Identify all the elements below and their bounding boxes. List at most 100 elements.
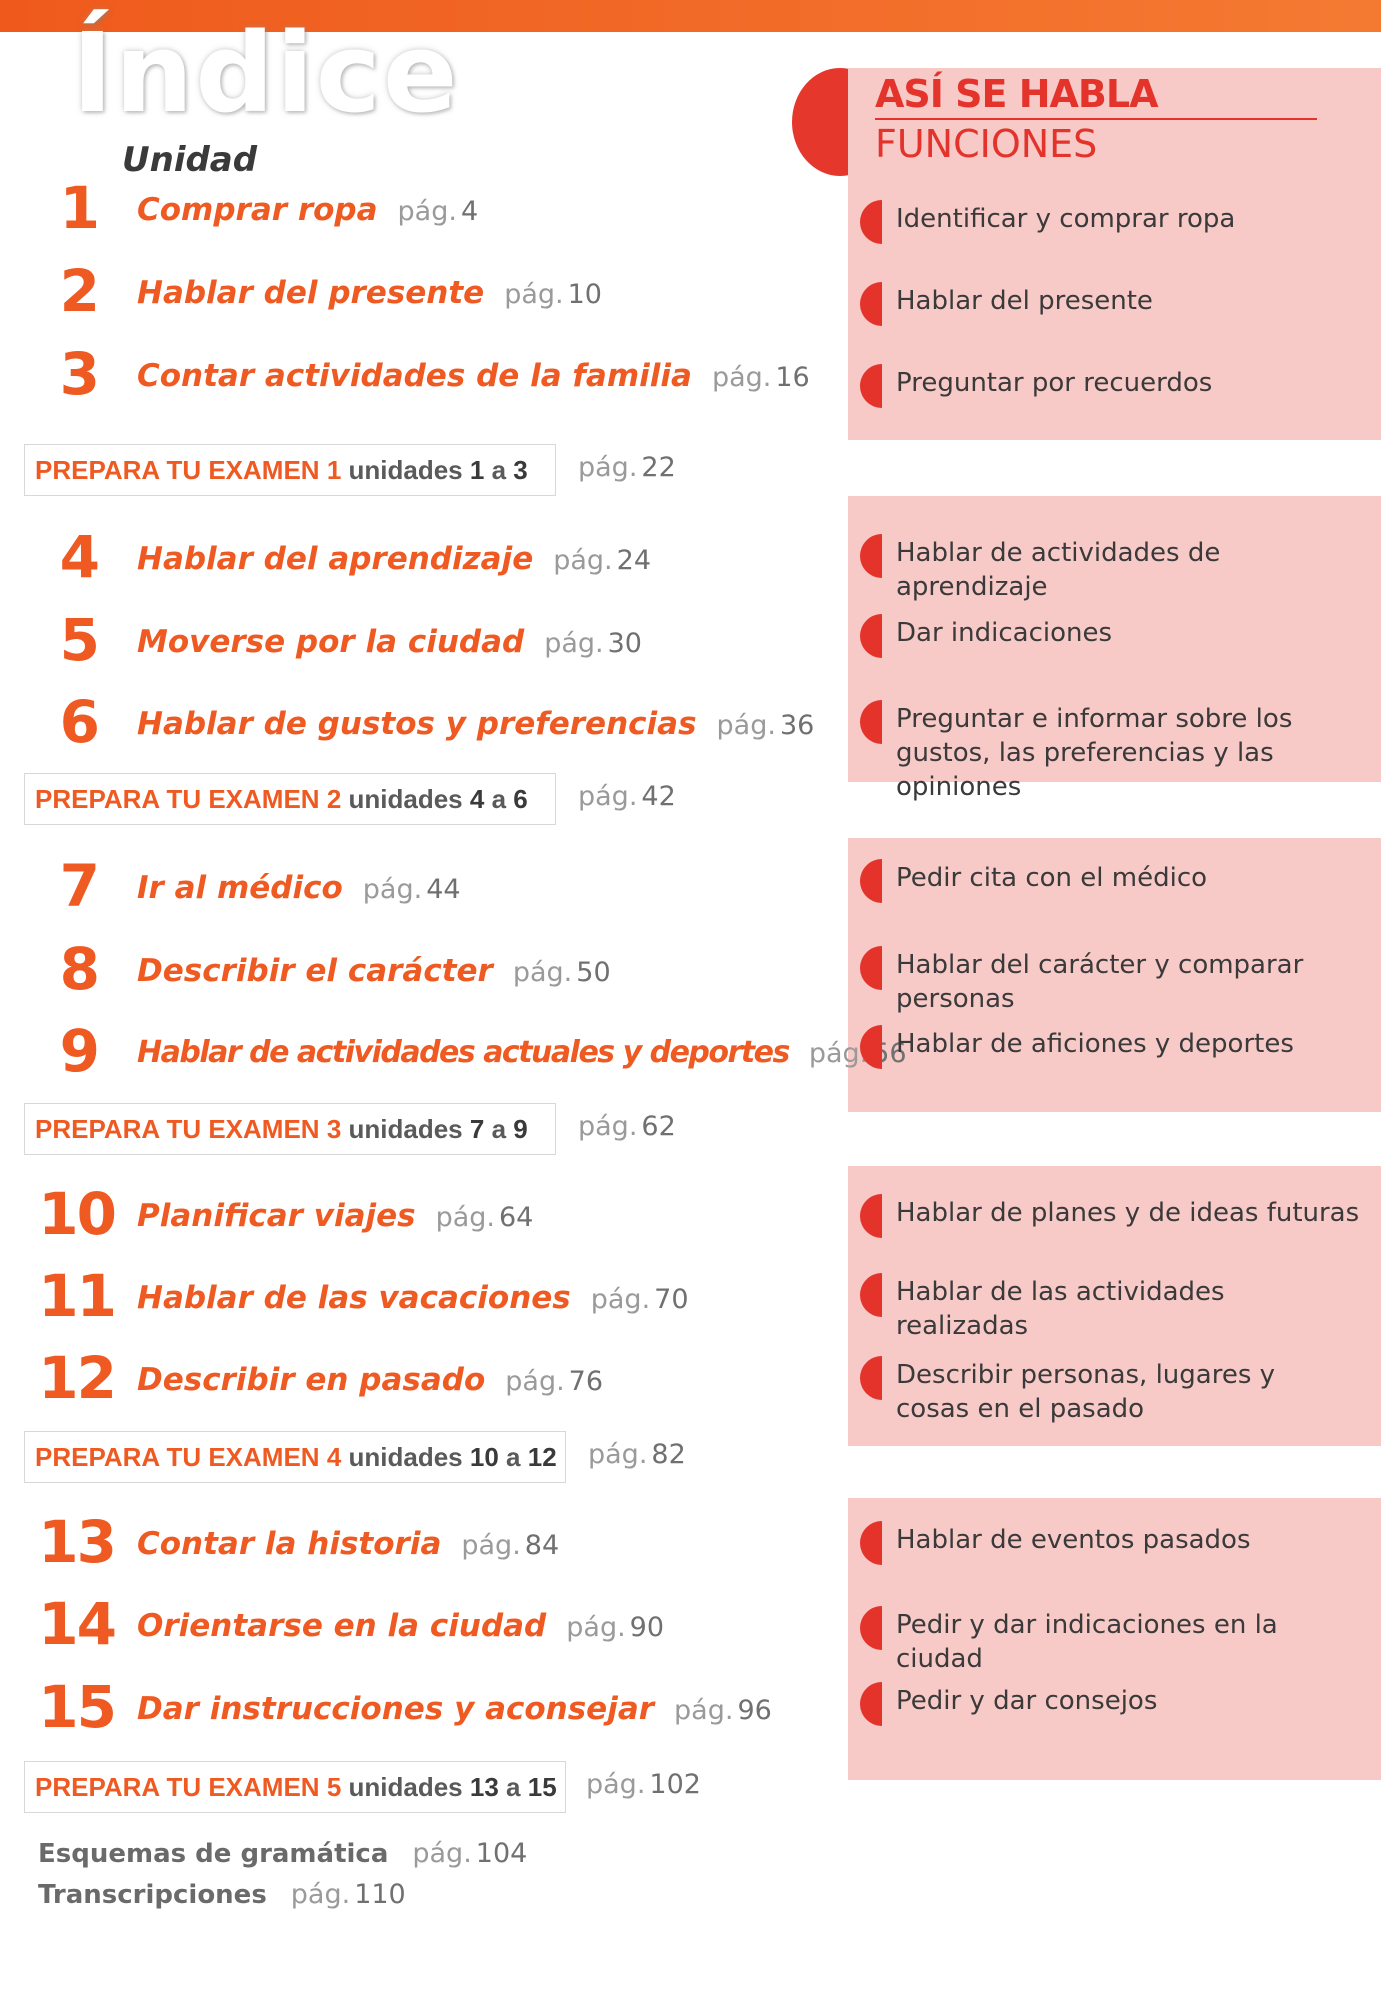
unit-title: Planificar viajes — [137, 1198, 416, 1234]
unit-title: Comprar ropa — [137, 192, 378, 228]
page-label: pág. — [808, 1038, 869, 1069]
unit-number: 15 — [38, 1673, 117, 1741]
unit-number: 12 — [38, 1344, 117, 1412]
unit-number: 5 — [59, 606, 100, 674]
exam-box[interactable]: PREPARA TU EXAMEN 1 unidades 1 a 3 — [24, 444, 556, 496]
functions-panel-5 — [848, 1498, 1381, 1780]
bullet-icon — [860, 364, 882, 408]
exam-a: a — [491, 784, 507, 814]
extra-item[interactable]: Esquemas de gramática pág. 104 — [38, 1838, 527, 1869]
exam-a: a — [491, 455, 507, 485]
exam-a: a — [506, 1772, 521, 1802]
functions-panel-3 — [848, 838, 1381, 1112]
exam-units-word: unidades — [348, 455, 463, 485]
function-text: Hablar de aficiones y deportes — [896, 1029, 1294, 1059]
unit-number: 3 — [59, 340, 100, 408]
unit-title: Orientarse en la ciudad — [137, 1608, 547, 1644]
exam-units-word: unidades — [348, 784, 463, 814]
exam-box[interactable]: PREPARA TU EXAMEN 3 unidades 7 a 9 — [24, 1103, 556, 1155]
page-label: pág. — [397, 196, 457, 227]
exam-page: pág. 42 — [578, 781, 676, 812]
unit-page: 36 — [779, 710, 815, 741]
unit-page: 16 — [775, 362, 810, 393]
bullet-icon — [860, 1273, 882, 1317]
function-text: Preguntar por recuerdos — [896, 368, 1213, 398]
exam-to: 12 — [527, 1442, 557, 1472]
unit-title: Dar instrucciones y aconsejar — [137, 1691, 655, 1727]
unit-page: 84 — [524, 1530, 560, 1561]
exam-units-word: unidades — [348, 1772, 463, 1802]
unit-number: 2 — [59, 257, 100, 325]
unit-title: Hablar del aprendizaje — [137, 541, 534, 577]
bullet-icon — [860, 1025, 882, 1069]
exam-to: 3 — [513, 455, 528, 485]
page-title: Índice — [72, 9, 460, 137]
page-label: pág. — [461, 1530, 521, 1561]
unit-number: 11 — [38, 1262, 117, 1330]
page-label: pág. — [435, 1202, 495, 1233]
exam-page: pág. 22 — [578, 452, 676, 483]
exam-from: 7 — [469, 1114, 485, 1144]
unit-number: 13 — [38, 1508, 117, 1576]
exam-units-word: unidades — [348, 1114, 463, 1144]
bullet-icon — [860, 200, 882, 244]
exam-number: 4 — [326, 1442, 342, 1472]
function-text: Dar indicaciones — [896, 618, 1113, 648]
unit-number: 8 — [59, 935, 100, 1003]
bullet-icon — [860, 700, 882, 744]
unit-number: 9 — [59, 1017, 100, 1085]
function-text: Hablar del presente — [896, 286, 1153, 316]
function-text: Pedir cita con el médico — [896, 863, 1208, 893]
exam-to: 9 — [513, 1114, 528, 1144]
unit-title: Contar actividades de la familia — [137, 358, 692, 394]
extra-page: 110 — [354, 1879, 406, 1910]
unit-number: 14 — [38, 1590, 117, 1658]
exam-page: pág. 82 — [588, 1439, 686, 1470]
exam-label: PREPARA TU EXAMEN — [35, 1772, 320, 1802]
bullet-icon — [860, 282, 882, 326]
unit-number: 4 — [59, 523, 100, 591]
page-label: pág. — [674, 1695, 734, 1726]
page-label: pág. — [544, 628, 604, 659]
function-text: Describir personas, lugares y cosas en e… — [896, 1360, 1276, 1424]
function-text: Hablar de las actividades realizadas — [896, 1277, 1225, 1341]
exam-to: 6 — [513, 784, 528, 814]
bullet-icon — [860, 1194, 882, 1238]
exam-box[interactable]: PREPARA TU EXAMEN 5 unidades 13 a 15 — [24, 1761, 566, 1813]
unit-page: 44 — [426, 874, 461, 905]
unidad-heading: Unidad — [122, 140, 258, 180]
bullet-icon — [860, 614, 882, 658]
unit-title: Describir en pasado — [137, 1362, 486, 1398]
exam-label: PREPARA TU EXAMEN — [35, 455, 320, 485]
unit-title: Hablar de actividades actuales y deporte… — [137, 1035, 790, 1070]
page-label: pág. — [711, 362, 772, 393]
page-label: pág. — [553, 545, 613, 576]
page-label: pág. — [566, 1612, 626, 1643]
unit-title: Hablar de gustos y preferencias — [137, 706, 697, 742]
extra-item[interactable]: Transcripciones pág. 110 — [38, 1879, 406, 1910]
unit-number: 10 — [38, 1180, 117, 1248]
page-label: pág. — [590, 1284, 651, 1315]
exam-box[interactable]: PREPARA TU EXAMEN 2 unidades 4 a 6 — [24, 773, 556, 825]
exam-number: 5 — [326, 1772, 342, 1802]
unit-title: Hablar del presente — [137, 275, 485, 311]
page-label: pág. — [505, 1366, 565, 1397]
exam-page: pág. 102 — [586, 1769, 701, 1800]
function-text: Hablar de actividades de aprendizaje — [896, 538, 1221, 602]
bullet-icon — [860, 1682, 882, 1726]
function-text: Preguntar e informar sobre los gustos, l… — [896, 704, 1293, 802]
bullet-icon — [860, 1356, 882, 1400]
exam-number: 2 — [326, 784, 342, 814]
extra-title: Esquemas de gramática — [38, 1839, 389, 1869]
function-text: Hablar del carácter y comparar personas — [896, 950, 1304, 1014]
function-text: Identificar y comprar ropa — [896, 204, 1236, 234]
exam-a: a — [506, 1442, 521, 1472]
page-label: pág. — [362, 874, 423, 905]
unit-page: 70 — [654, 1284, 689, 1315]
extra-title: Transcripciones — [38, 1880, 267, 1910]
functions-panel-4 — [848, 1166, 1381, 1446]
exam-box[interactable]: PREPARA TU EXAMEN 4 unidades 10 a 12 — [24, 1431, 566, 1483]
page-label: pág. — [716, 710, 776, 741]
bullet-icon — [860, 1606, 882, 1650]
page-label: pág. — [512, 957, 573, 988]
